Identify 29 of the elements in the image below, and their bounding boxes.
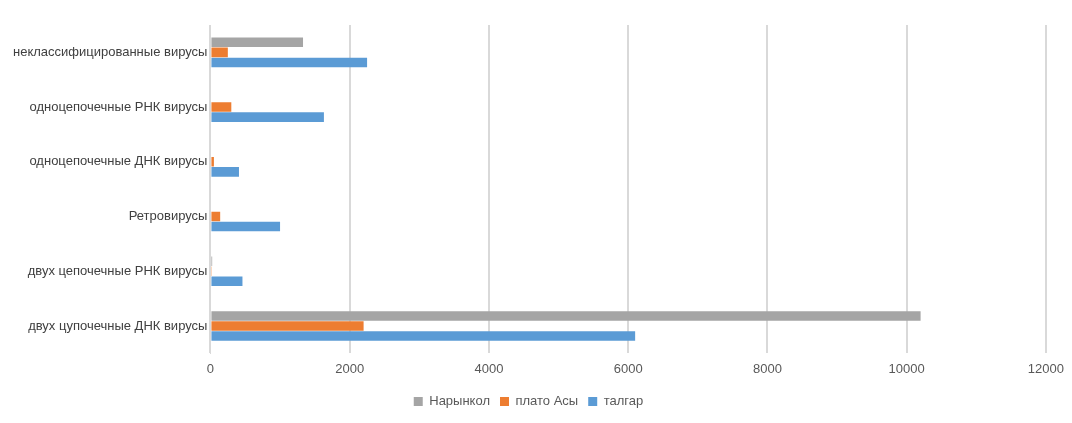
bar — [211, 102, 232, 112]
x-tick-label: 4000 — [474, 360, 504, 376]
bar — [211, 321, 364, 331]
x-tick-label: 8000 — [752, 360, 782, 376]
bar — [211, 211, 221, 222]
bar — [211, 37, 304, 48]
bar — [211, 57, 368, 68]
y-tick-label: одноцепочечные РНК вирусы — [29, 98, 208, 114]
x-tick-label: 2000 — [335, 360, 365, 376]
y-tick-label: двух цупочечные ДНК вирусы — [28, 317, 208, 333]
bar — [211, 331, 636, 341]
bar — [211, 157, 214, 167]
legend-label: плато Асы — [515, 393, 579, 409]
bar — [211, 276, 243, 287]
bar — [211, 167, 239, 177]
x-tick-label: 12000 — [1027, 360, 1064, 376]
bar — [211, 221, 281, 232]
bar — [211, 311, 921, 321]
bar — [211, 112, 324, 122]
legend-label: талгар — [603, 393, 644, 409]
x-tick-label: 0 — [206, 360, 215, 376]
x-tick-label: 6000 — [613, 360, 643, 376]
legend-label: Нарынкол — [429, 393, 490, 409]
x-tick-label: 10000 — [888, 360, 925, 376]
bar — [211, 47, 228, 58]
y-tick-label: одноцепочечные ДНК вирусы — [29, 153, 208, 169]
y-tick-label: двух цепочечные РНК вирусы — [27, 262, 208, 278]
y-tick-label: неклассифицированные вирусы — [12, 43, 208, 59]
y-tick-label: Ретровирусы — [128, 208, 208, 224]
